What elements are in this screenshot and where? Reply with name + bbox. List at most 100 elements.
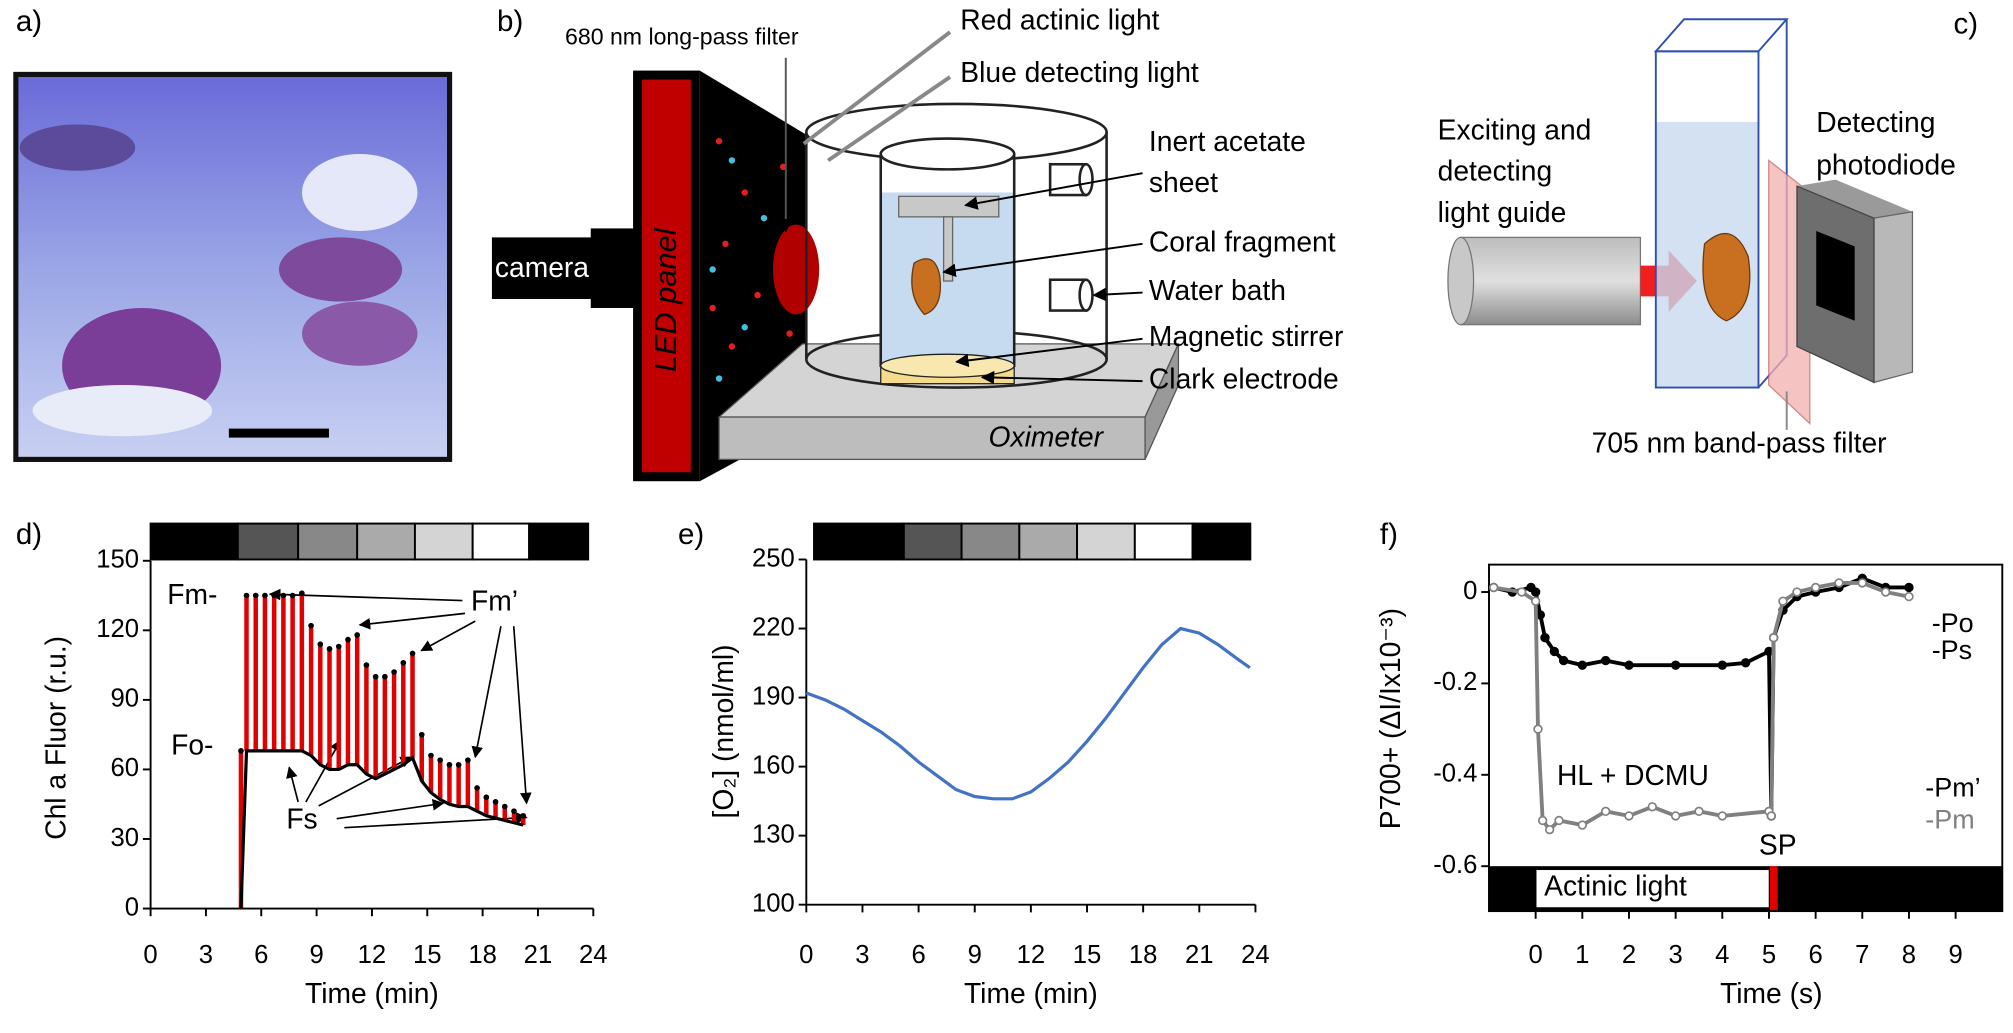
y-tick-label: 30 xyxy=(110,824,139,852)
y-tick-label: 90 xyxy=(110,685,139,713)
light-bar-e xyxy=(813,522,1252,561)
y-tick-label: 160 xyxy=(752,751,795,779)
marker xyxy=(1717,811,1727,821)
marker xyxy=(1857,578,1867,588)
peak xyxy=(299,590,305,597)
label: Detecting xyxy=(1816,106,1935,138)
marker xyxy=(1577,660,1588,670)
marker xyxy=(1530,596,1541,606)
peak xyxy=(428,752,434,759)
arrows-d xyxy=(268,588,532,829)
marker xyxy=(1766,811,1776,821)
peak xyxy=(354,632,361,638)
y-tick-label: 60 xyxy=(110,754,139,782)
x-axis-label: Time (s) xyxy=(1720,977,1822,1009)
label: Coral fragment xyxy=(1149,225,1336,257)
label: Oximeter xyxy=(989,420,1105,452)
peak xyxy=(474,785,480,791)
marker xyxy=(1904,582,1914,593)
peak xyxy=(271,592,277,599)
marker xyxy=(1516,587,1527,597)
annotation: Fs xyxy=(286,803,317,835)
x-axis-label: Time (min) xyxy=(305,977,439,1009)
peak xyxy=(363,662,370,668)
x-tick-label: 6 xyxy=(1808,941,1822,969)
y-tick-label: 0 xyxy=(1463,577,1477,605)
peak xyxy=(455,761,462,768)
peak xyxy=(262,592,268,599)
marker xyxy=(1768,633,1779,643)
annotation: Fo- xyxy=(171,728,213,760)
marker xyxy=(1544,824,1555,835)
y-tick-label: -0.6 xyxy=(1433,851,1477,879)
x-axis-label: Time (min) xyxy=(964,977,1098,1009)
y-tick-label: 190 xyxy=(752,682,795,710)
peak xyxy=(335,643,342,650)
label: 680 nm long-pass filter xyxy=(565,24,799,50)
x-tick-label: 18 xyxy=(1129,941,1158,969)
y-axis-label: P700+ (ΔI/Ix10⁻³) xyxy=(1374,608,1406,829)
panel-label: f) xyxy=(1380,518,1398,551)
y-tick-label: -0.4 xyxy=(1433,760,1477,788)
peak xyxy=(289,592,296,599)
diagram-c xyxy=(1447,18,1914,430)
charts: a) b) c) d) e) f) 680 nm long-pass filter Red a… xyxy=(16,3,1981,1009)
peak xyxy=(501,803,508,810)
y-tick-label: 100 xyxy=(752,889,795,917)
x-tick-label: 2 xyxy=(1622,941,1636,969)
annotation: -Po xyxy=(1932,608,1974,638)
x-tick-label: 24 xyxy=(1241,941,1270,969)
marker xyxy=(1577,820,1588,830)
light-bar-f xyxy=(1488,563,2004,913)
x-tick-label: 0 xyxy=(143,941,157,969)
label: Exciting and xyxy=(1438,114,1592,146)
marker xyxy=(1530,587,1541,597)
marker xyxy=(1834,578,1844,588)
annotation: Actinic light xyxy=(1544,869,1687,901)
label: detecting xyxy=(1438,155,1553,187)
x-tick-label: 3 xyxy=(1669,941,1683,969)
peak xyxy=(280,592,287,599)
peak xyxy=(409,650,416,657)
label: Red actinic light xyxy=(960,3,1159,35)
x-tick-label: 9 xyxy=(309,941,323,969)
marker xyxy=(1624,660,1634,670)
series-line xyxy=(1493,580,1910,833)
marker xyxy=(1537,815,1548,826)
label: 705 nm band-pass filter xyxy=(1592,427,1887,459)
marker xyxy=(1904,591,1914,602)
marker xyxy=(1533,724,1543,734)
peak xyxy=(418,731,425,738)
peak xyxy=(252,592,259,599)
y-tick-label: -0.2 xyxy=(1433,668,1477,696)
label: Magnetic stirrer xyxy=(1149,320,1343,352)
annotation: SP xyxy=(1759,828,1797,860)
annotation: Fm- xyxy=(167,578,217,610)
marker xyxy=(1600,806,1611,817)
x-tick-label: 3 xyxy=(855,941,869,969)
marker xyxy=(1624,811,1634,821)
x-tick-label: 6 xyxy=(254,941,268,969)
marker xyxy=(1540,633,1550,643)
y-tick-label: 130 xyxy=(752,820,795,848)
x-tick-label: 18 xyxy=(468,941,497,969)
label: camera xyxy=(495,251,589,283)
marker xyxy=(1549,646,1560,657)
diagram-b xyxy=(491,30,1180,482)
x-tick-label: 3 xyxy=(199,941,213,969)
annotation: -Pm xyxy=(1925,804,1974,834)
peak xyxy=(400,659,407,666)
marker xyxy=(1670,660,1681,670)
panel-label: e) xyxy=(678,518,704,551)
peak xyxy=(326,646,333,652)
y-axis-label: [O₂] (nmol/ml) xyxy=(707,644,739,818)
annotation: -Pm’ xyxy=(1925,772,1980,802)
marker xyxy=(1740,658,1751,668)
peak xyxy=(483,794,490,801)
label: Inert acetate xyxy=(1149,125,1306,157)
x-tick-label: 5 xyxy=(1762,941,1776,969)
x-tick-label: 15 xyxy=(413,941,442,969)
panel-label: c) xyxy=(1954,7,1979,40)
